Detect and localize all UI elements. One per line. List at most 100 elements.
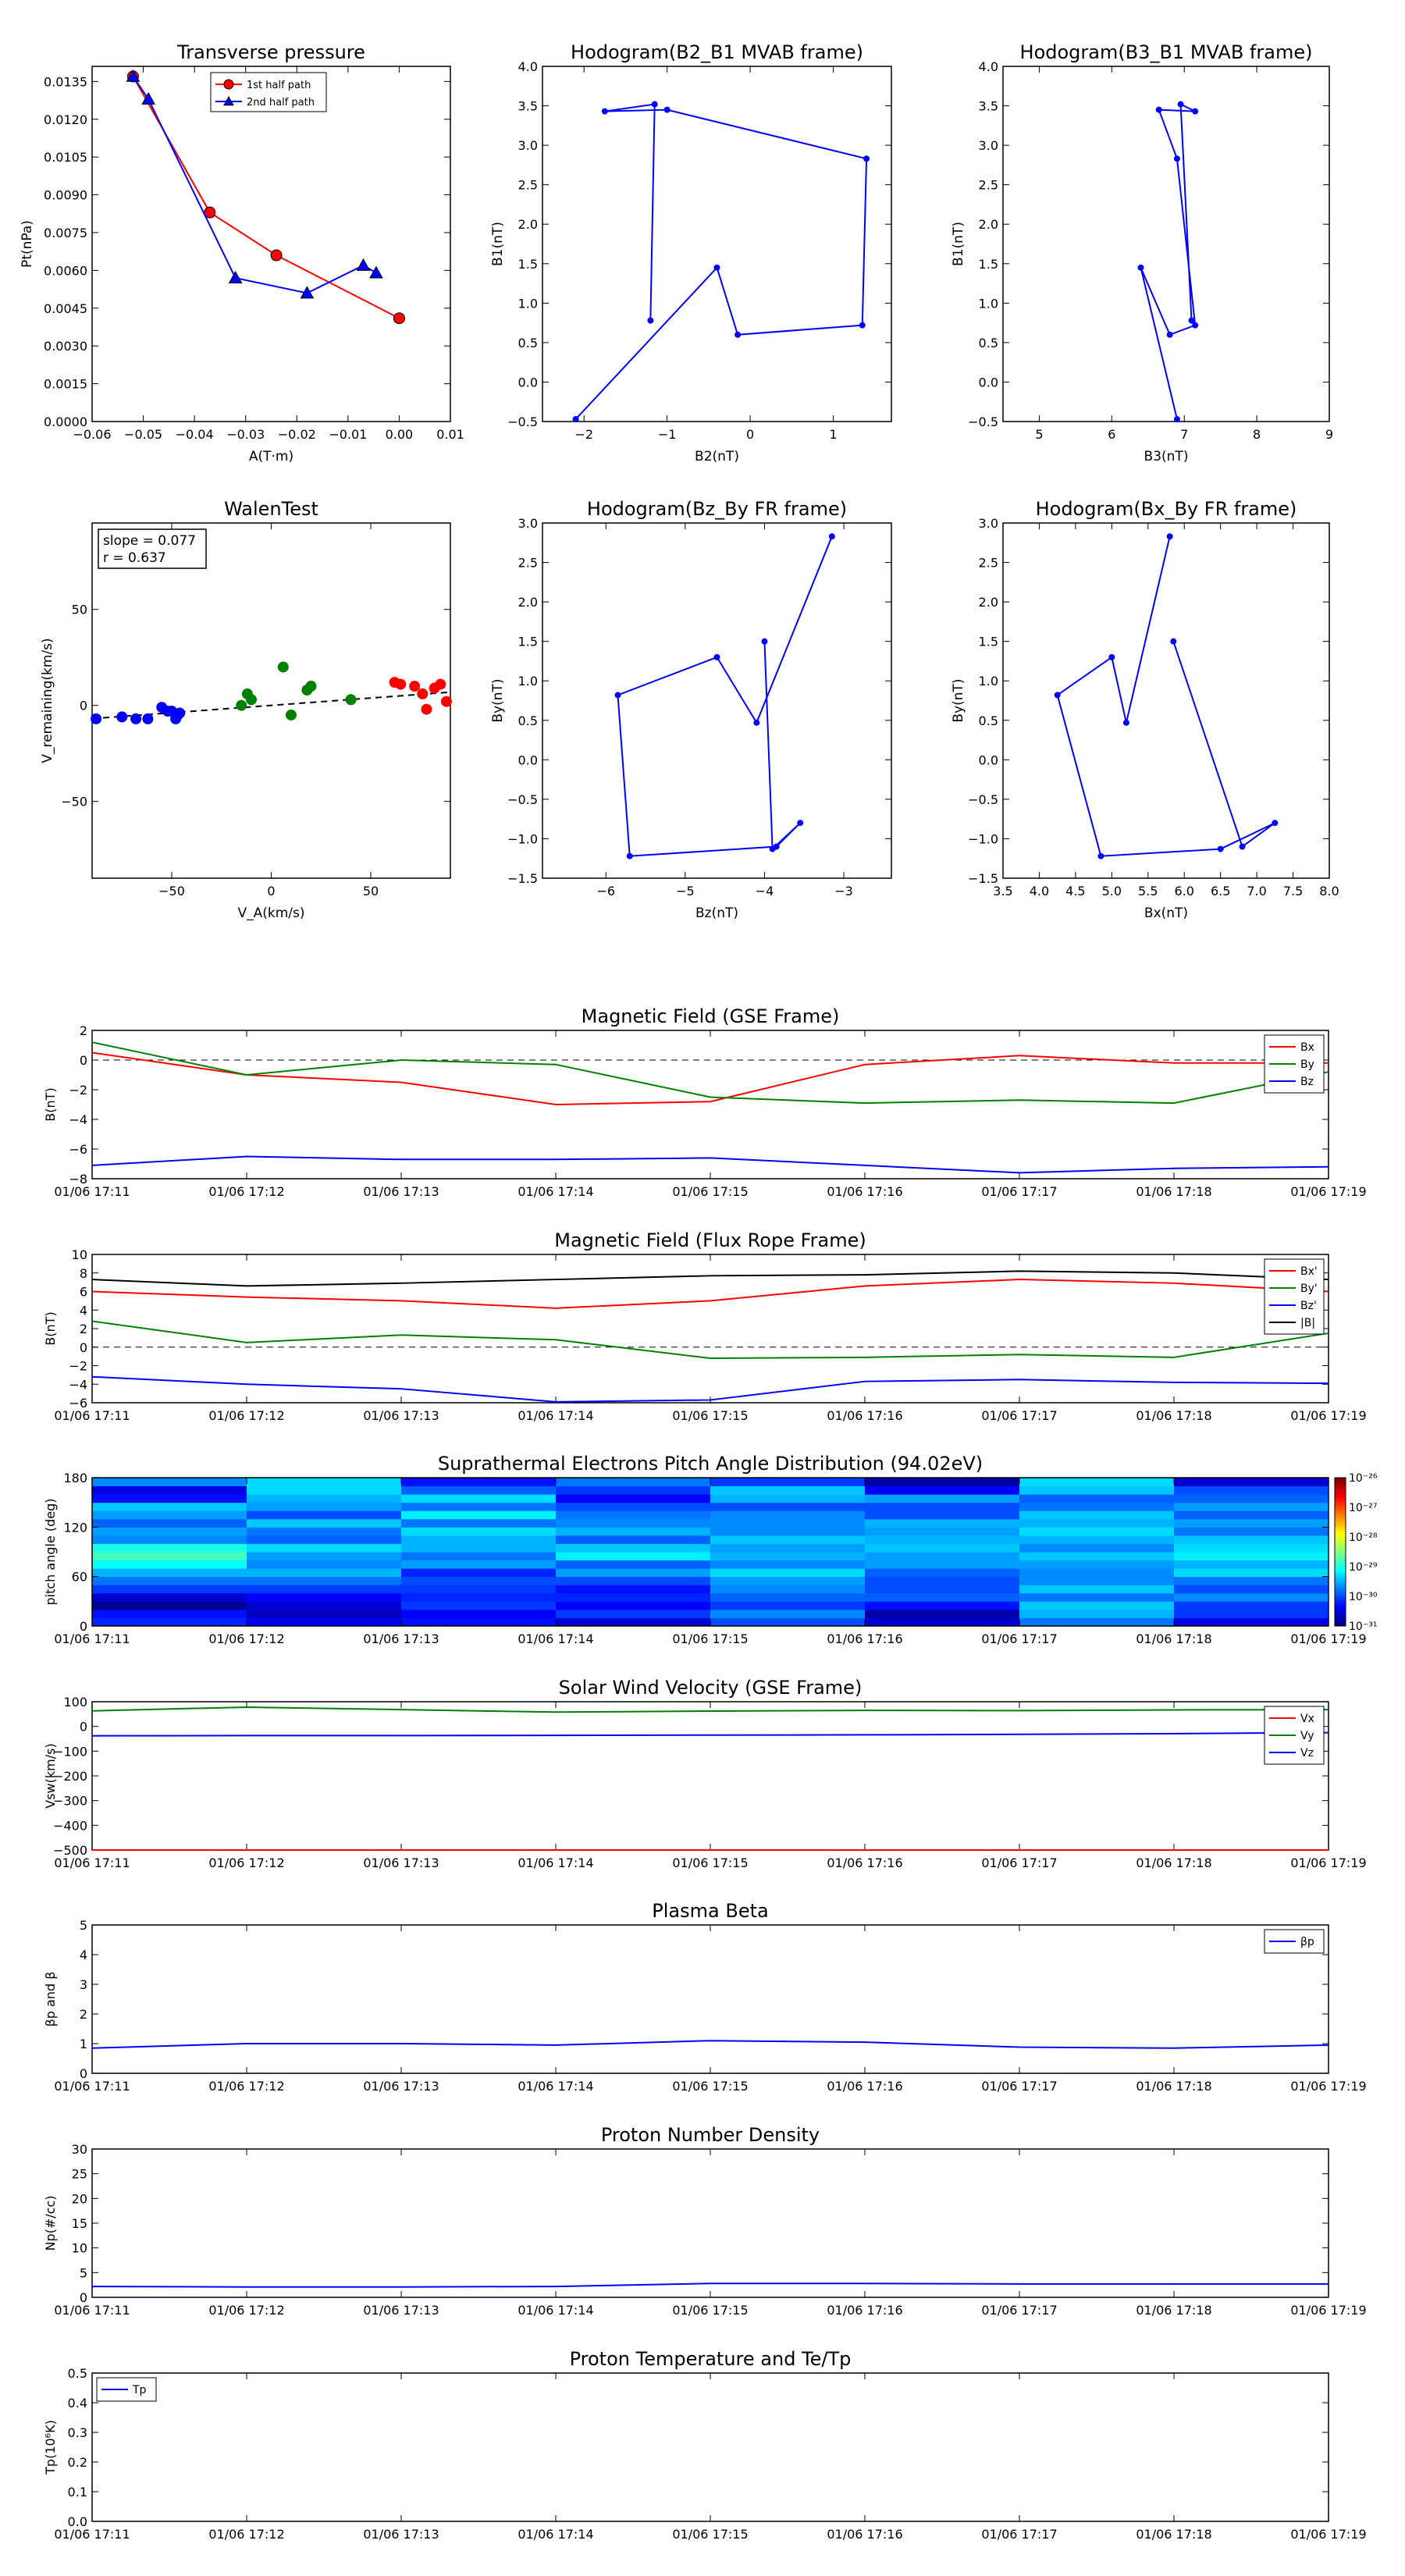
- colorbar-cell: [1335, 1525, 1346, 1528]
- y-axis-label: V_remaining(km/s): [40, 638, 55, 763]
- y-axis-label: B1(nT): [490, 222, 506, 266]
- y-tick-label: 0.5: [518, 336, 538, 350]
- colorbar-cell: [1335, 1606, 1346, 1610]
- colorbar-cell: [1335, 1504, 1346, 1508]
- x-tick-label: 01/06 17:18: [1136, 2527, 1211, 2542]
- x-tick-label: −50: [158, 884, 185, 898]
- x-axis-label: B2(nT): [695, 449, 739, 464]
- heatmap-cell: [1174, 1568, 1329, 1578]
- y-tick-label: −300: [53, 1794, 87, 1809]
- plot-frame: [91, 66, 451, 422]
- heatmap-cell: [1174, 1552, 1329, 1561]
- heatmap-cell: [865, 1609, 1020, 1618]
- y-tick-label: 1.5: [518, 257, 538, 272]
- x-tick-label: −1: [658, 427, 677, 442]
- y-tick-label: 0.0: [68, 2514, 87, 2529]
- data-point: [828, 533, 835, 540]
- data-point: [1122, 719, 1129, 726]
- heatmap-cell: [710, 1494, 866, 1503]
- data-point: [1188, 317, 1195, 324]
- heatmap-cell: [1174, 1494, 1329, 1503]
- heatmap-cell: [710, 1601, 866, 1610]
- data-point: [769, 845, 776, 852]
- colorbar-cell: [1335, 1582, 1346, 1585]
- colorbar-label: 10⁻²⁷: [1349, 1502, 1377, 1514]
- y-tick-label: 0.2: [68, 2455, 87, 2470]
- x-tick-label: 01/06 17:18: [1136, 1408, 1211, 1423]
- legend-label: βp: [1300, 1936, 1314, 1948]
- x-axis-label: V_A(km/s): [237, 906, 304, 921]
- plot-frame: [1002, 66, 1330, 422]
- heatmap-cell: [247, 1543, 402, 1553]
- x-tick-label: 01/06 17:12: [208, 2303, 284, 2318]
- y-tick-label: 1.0: [518, 674, 538, 688]
- data-point: [1170, 638, 1177, 645]
- x-tick-label: 01/06 17:17: [981, 1856, 1057, 1870]
- chart-hfr2: Hodogram(Bx_By FR frame) −1.5 −1.0 −0.5 0.0 0…: [951, 498, 1339, 921]
- data-point: [1173, 155, 1180, 162]
- heatmap-cell: [247, 1494, 402, 1503]
- y-tick-label: 0.0: [979, 753, 998, 767]
- x-tick-label: 01/06 17:19: [1290, 2079, 1366, 2094]
- colorbar-cell: [1335, 1578, 1346, 1582]
- x-tick-label: 01/06 17:11: [54, 1184, 130, 1199]
- x-tick-label: 01/06 17:16: [827, 2079, 902, 2094]
- x-tick-label: 01/06 17:19: [1290, 1408, 1366, 1423]
- heatmap-cell: [1174, 1601, 1329, 1610]
- heatmap-cell: [1019, 1585, 1175, 1594]
- plot-frame: [91, 1701, 1329, 1851]
- heatmap-cell: [556, 1527, 711, 1536]
- series-line: [91, 2040, 1329, 2049]
- colorbar-cell: [1335, 1569, 1346, 1572]
- colorbar-cell: [1335, 1601, 1346, 1604]
- y-tick-label: 0.3: [68, 2425, 87, 2440]
- y-tick-label: 0: [80, 1619, 87, 1634]
- data-point: [735, 331, 742, 338]
- chart-title: Magnetic Field (Flux Rope Frame): [554, 1229, 866, 1251]
- data-point: [1166, 331, 1173, 338]
- x-axis-label: Bz(nT): [695, 906, 738, 921]
- x-tick-label: 01/06 17:14: [518, 1856, 593, 1870]
- y-tick-label: 3.0: [518, 138, 538, 153]
- colorbar-cell: [1335, 1608, 1346, 1612]
- heatmap-cell: [401, 1617, 557, 1627]
- data-point: [417, 688, 429, 699]
- heatmap-cell: [401, 1560, 557, 1569]
- x-tick-label: 01/06 17:17: [981, 1631, 1057, 1646]
- heatmap-cell: [1019, 1485, 1175, 1495]
- colorbar-cell: [1335, 1623, 1346, 1627]
- data-point: [663, 106, 670, 113]
- y-tick-label: −2: [69, 1359, 87, 1374]
- series-line: [91, 1706, 1329, 1713]
- colorbar-cell: [1335, 1489, 1346, 1493]
- colorbar-cell: [1335, 1502, 1346, 1506]
- series-line: [91, 1320, 1329, 1360]
- y-tick-label: 100: [63, 1695, 87, 1710]
- y-axis-label: Pt(nPa): [20, 220, 35, 268]
- data-point: [421, 703, 432, 715]
- series-line: [91, 1051, 1329, 1106]
- x-tick-label: 01/06 17:13: [363, 1408, 439, 1423]
- heatmap-cell: [556, 1617, 711, 1627]
- y-tick-label: 3.5: [518, 99, 538, 114]
- colorbar-cell: [1335, 1507, 1346, 1510]
- data-point: [601, 108, 608, 115]
- y-tick-label: 3.5: [979, 99, 998, 114]
- y-tick-label: 2: [80, 1023, 87, 1038]
- x-tick-label: 01/06 17:12: [208, 1408, 284, 1423]
- colorbar-label: 10⁻³¹: [1349, 1621, 1377, 1633]
- chart-mag_fr: Magnetic Field (Flux Rope Frame) −6 −4 −2 0 2…: [43, 1229, 1367, 1423]
- series-line: [1140, 102, 1197, 420]
- series-line: [91, 2282, 1329, 2288]
- heatmap-cell: [1019, 1592, 1175, 1602]
- heatmap-cell: [1174, 1585, 1329, 1594]
- data-point: [713, 653, 720, 660]
- colorbar-cell: [1335, 1621, 1346, 1624]
- y-tick-label: −8: [69, 1172, 87, 1187]
- y-tick-label: 0: [80, 1720, 87, 1735]
- data-point: [1192, 322, 1199, 329]
- y-tick-label: 60: [72, 1570, 87, 1585]
- y-tick-label: 0.0135: [44, 74, 87, 89]
- heatmap-cell: [92, 1535, 247, 1544]
- y-tick-label: 2.5: [979, 178, 998, 193]
